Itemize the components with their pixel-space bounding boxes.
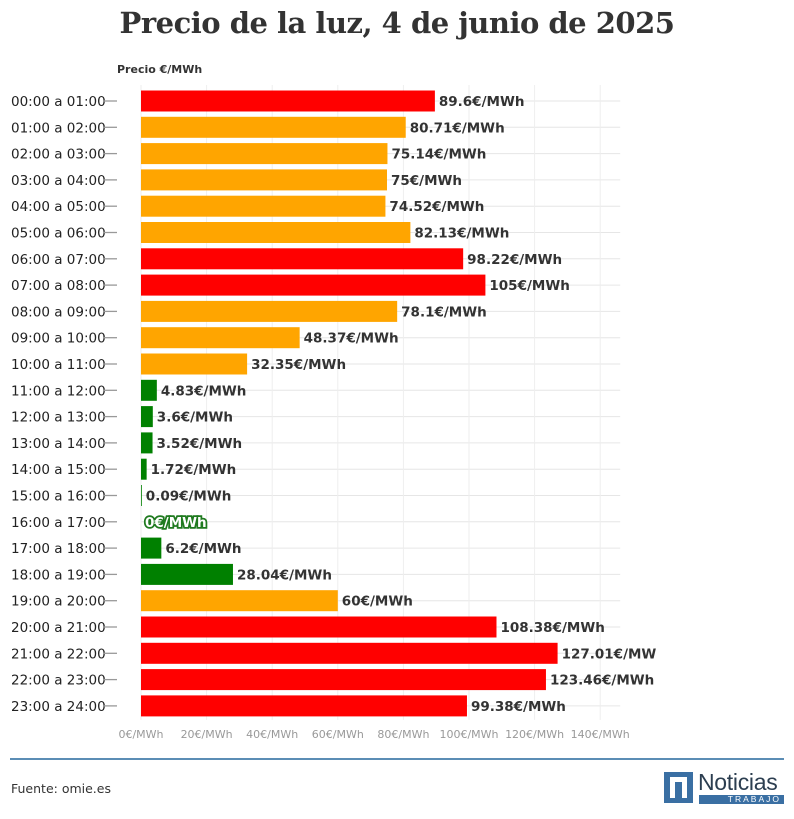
data-label: 0€/MWh xyxy=(145,515,207,531)
bar xyxy=(141,248,464,270)
category-label: 14:00 a 15:00 xyxy=(11,462,106,478)
bar xyxy=(141,379,157,401)
logo-subtitle: TRABAJO xyxy=(727,794,781,804)
data-label: 78.1€/MWh xyxy=(401,304,487,320)
x-tick-label: 20€/MWh xyxy=(181,728,233,741)
data-label: 28.04€/MWh xyxy=(237,567,332,583)
bar xyxy=(141,169,387,191)
bar xyxy=(141,274,486,296)
data-label: 108.38€/MWh xyxy=(500,620,604,636)
footer-divider xyxy=(10,758,784,760)
brand-logo: Noticias TRABAJO xyxy=(664,769,784,805)
category-label: 01:00 a 02:00 xyxy=(11,120,106,136)
bar xyxy=(141,406,153,428)
bar xyxy=(141,195,386,217)
bar xyxy=(141,537,162,559)
bar xyxy=(141,143,388,165)
category-label: 16:00 a 17:00 xyxy=(11,515,106,531)
data-label: 74.52€/MWh xyxy=(389,199,484,215)
bar xyxy=(141,432,153,454)
bar xyxy=(141,90,435,112)
bar xyxy=(141,669,546,691)
data-label: 32.35€/MWh xyxy=(251,357,346,373)
category-label: 04:00 a 05:00 xyxy=(11,199,106,215)
x-tick-label: 0€/MWh xyxy=(118,728,163,741)
category-label: 12:00 a 13:00 xyxy=(11,410,106,426)
bar-chart: Precio €/MWh 00:00 a 01:00 89.6€/MWh 01:00 … xyxy=(11,63,657,741)
x-tick-label: 80€/MWh xyxy=(377,728,429,741)
category-label: 05:00 a 06:00 xyxy=(11,226,106,242)
data-label: 89.6€/MWh xyxy=(439,94,525,110)
category-label: 20:00 a 21:00 xyxy=(11,620,106,636)
category-label: 22:00 a 23:00 xyxy=(11,673,106,689)
data-label: 127.01€/MW xyxy=(562,646,657,662)
data-label: 105€/MWh xyxy=(489,278,569,294)
x-tick-label: 60€/MWh xyxy=(312,728,364,741)
data-label: 123.46€/MWh xyxy=(550,673,654,689)
data-label: 6.2€/MWh xyxy=(165,541,241,557)
bar xyxy=(141,642,558,664)
bar xyxy=(141,485,142,506)
data-label: 98.22€/MWh xyxy=(467,252,562,268)
bar xyxy=(141,116,406,138)
category-label: 06:00 a 07:00 xyxy=(11,252,106,268)
data-label: 3.52€/MWh xyxy=(157,436,243,452)
x-tick-label: 100€/MWh xyxy=(439,728,498,741)
data-label: 0.09€/MWh xyxy=(146,489,232,505)
bar xyxy=(141,458,147,480)
bar xyxy=(141,327,300,349)
category-label: 15:00 a 16:00 xyxy=(11,489,106,505)
category-label: 03:00 a 04:00 xyxy=(11,173,106,189)
category-label: 13:00 a 14:00 xyxy=(11,436,106,452)
bar xyxy=(141,563,233,585)
data-label: 4.83€/MWh xyxy=(161,383,247,399)
category-label: 07:00 a 08:00 xyxy=(11,278,106,294)
y-axis-title: Precio €/MWh xyxy=(117,63,202,76)
category-label: 17:00 a 18:00 xyxy=(11,541,106,557)
bar xyxy=(141,616,497,638)
category-label: 19:00 a 20:00 xyxy=(11,594,106,610)
data-label: 3.6€/MWh xyxy=(157,410,233,426)
bar xyxy=(141,590,338,612)
x-tick-label: 120€/MWh xyxy=(505,728,564,741)
category-label: 11:00 a 12:00 xyxy=(11,383,106,399)
data-label: 60€/MWh xyxy=(342,594,413,610)
data-label: 48.37€/MWh xyxy=(304,331,399,347)
logo-subbar: TRABAJO xyxy=(699,794,784,804)
logo-wordmark: Noticias xyxy=(698,769,778,795)
data-label: 82.13€/MWh xyxy=(414,226,509,242)
x-tick-label: 140€/MWh xyxy=(571,728,630,741)
category-label: 10:00 a 11:00 xyxy=(11,357,106,373)
data-label: 99.38€/MWh xyxy=(471,699,566,715)
bar xyxy=(141,300,398,322)
category-label: 23:00 a 24:00 xyxy=(11,699,106,715)
category-label: 00:00 a 01:00 xyxy=(11,94,106,110)
data-label: 1.72€/MWh xyxy=(151,462,237,478)
category-label: 21:00 a 22:00 xyxy=(11,646,106,662)
data-label: 75.14€/MWh xyxy=(391,147,486,163)
bar xyxy=(141,222,411,243)
data-label: 80.71€/MWh xyxy=(410,120,505,136)
x-tick-label: 40€/MWh xyxy=(246,728,298,741)
category-label: 02:00 a 03:00 xyxy=(11,147,106,163)
category-label: 08:00 a 09:00 xyxy=(11,304,106,320)
bar xyxy=(141,695,467,717)
logo-mark-icon xyxy=(664,772,693,803)
bar xyxy=(141,353,248,375)
category-label: 09:00 a 10:00 xyxy=(11,331,106,347)
data-label: 75€/MWh xyxy=(391,173,462,189)
category-label: 18:00 a 19:00 xyxy=(11,567,106,583)
source-note: Fuente: omie.es xyxy=(11,781,111,796)
page-title: Precio de la luz, 4 de junio de 2025 xyxy=(119,6,675,40)
